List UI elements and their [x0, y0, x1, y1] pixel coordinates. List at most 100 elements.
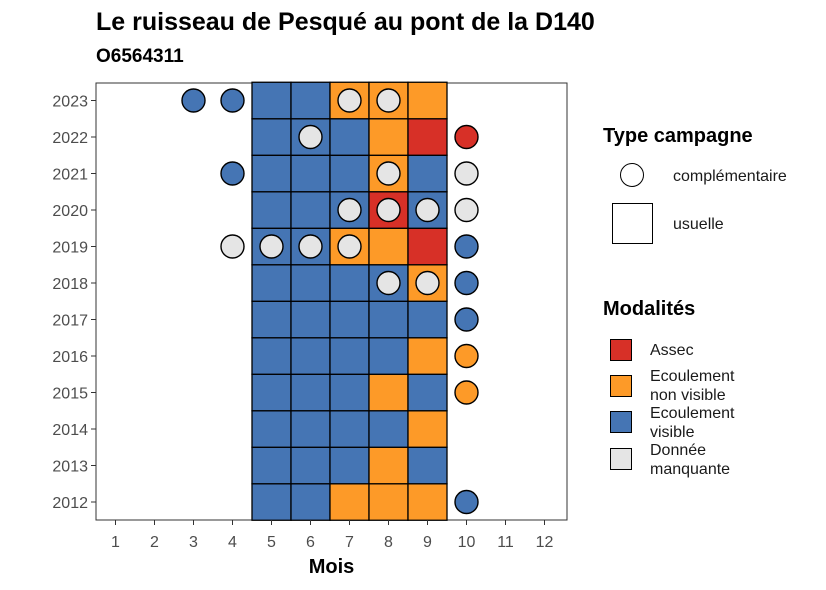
tile-2017-7: [329, 300, 370, 339]
y-tick-label-2023: 2023: [52, 94, 88, 111]
tile-2017-9: [407, 300, 448, 339]
tile-2015-6: [290, 373, 331, 412]
tile-2020-6: [290, 191, 331, 229]
x-tick-label-12: 12: [536, 534, 554, 551]
tile-2012-5: [251, 483, 292, 521]
tile-2022-9: [407, 118, 448, 156]
point-2019-10: [454, 234, 479, 259]
y-tick-label-2019: 2019: [52, 240, 88, 257]
tile-2019-9: [407, 227, 448, 266]
y-tick-label-2014: 2014: [52, 422, 88, 439]
legend-label-assec: Assec: [650, 342, 694, 359]
tile-2018-5: [251, 264, 292, 302]
tile-2021-7: [329, 154, 370, 193]
legend-swatch-ecoulement-non-visible: [610, 375, 632, 397]
point-2016-10: [454, 343, 479, 369]
y-tick-label-2015: 2015: [52, 386, 88, 403]
x-tick-label-9: 9: [423, 534, 432, 551]
tile-2015-9: [407, 373, 448, 412]
y-tick-label-2021: 2021: [52, 167, 88, 184]
x-tick-label-5: 5: [267, 534, 276, 551]
point-2019-4: [220, 234, 245, 259]
tile-2013-9: [407, 446, 448, 485]
tile-2013-5: [251, 446, 292, 485]
tile-2012-6: [290, 483, 331, 521]
chart-title: Le ruisseau de Pesqué au pont de la D140: [96, 8, 595, 36]
x-tick-label-4: 4: [228, 534, 237, 551]
x-axis-title: Mois: [309, 556, 355, 578]
point-2023-8: [376, 88, 401, 113]
x-tick-label-6: 6: [306, 534, 315, 551]
point-2023-4: [220, 88, 245, 113]
point-2023-7: [337, 88, 362, 113]
tile-2017-6: [290, 300, 331, 339]
legend-modalites-title: Modalités: [603, 298, 696, 320]
tile-2016-9: [407, 337, 448, 375]
tile-2018-7: [329, 264, 370, 302]
legend-square-symbol: [612, 203, 653, 244]
point-2022-10: [454, 124, 479, 150]
tile-2014-8: [368, 410, 409, 448]
legend-label-ecoulement-non-visible: Ecoulement non visible: [650, 368, 735, 404]
point-2019-6: [298, 234, 323, 259]
legend-label-ecoulement-visible: Ecoulement visible: [650, 405, 735, 441]
tile-2023-5: [251, 81, 292, 120]
tile-2015-5: [251, 373, 292, 412]
point-2020-9: [415, 197, 440, 223]
point-2021-8: [376, 161, 401, 186]
tile-2018-6: [290, 264, 331, 302]
point-2020-7: [337, 197, 362, 223]
legend-circle-symbol: [620, 163, 644, 187]
legend-type-label-complementaire: complémentaire: [673, 168, 787, 185]
tile-2016-8: [368, 337, 409, 375]
legend-swatch-ecoulement-visible: [610, 411, 632, 433]
point-2017-10: [454, 307, 479, 332]
x-tick-label-11: 11: [497, 534, 514, 551]
tile-2014-9: [407, 410, 448, 448]
x-tick-label-8: 8: [384, 534, 393, 551]
point-2019-5: [259, 234, 284, 259]
y-tick-label-2018: 2018: [52, 276, 88, 293]
point-2018-9: [415, 270, 440, 296]
point-2012-10: [454, 489, 479, 515]
tile-2021-9: [407, 154, 448, 193]
tile-2017-8: [368, 300, 409, 339]
tile-2015-7: [329, 373, 370, 412]
tile-2017-5: [251, 300, 292, 339]
point-2022-6: [298, 124, 323, 150]
legend-swatch-assec: [610, 339, 632, 361]
x-tick-label-3: 3: [189, 534, 198, 551]
tile-2012-7: [329, 483, 370, 521]
point-2020-10: [454, 197, 479, 223]
x-tick-label-2: 2: [150, 534, 159, 551]
point-2019-7: [337, 234, 362, 259]
tile-2022-5: [251, 118, 292, 156]
point-2020-8: [376, 197, 401, 223]
tile-2021-5: [251, 154, 292, 193]
legend-type-title: Type campagne: [603, 125, 753, 147]
tile-2021-6: [290, 154, 331, 193]
y-tick-label-2013: 2013: [52, 459, 88, 476]
chart-subtitle: O6564311: [96, 46, 184, 67]
legend-label-donnee-manquante: Donnée manquante: [650, 442, 731, 478]
point-2015-10: [454, 380, 479, 405]
tile-2016-5: [251, 337, 292, 375]
y-tick-label-2022: 2022: [52, 130, 88, 147]
tile-2012-8: [368, 483, 409, 521]
y-tick-label-2020: 2020: [52, 203, 88, 220]
tile-2013-6: [290, 446, 331, 485]
point-2023-3: [181, 88, 206, 113]
point-2021-4: [220, 161, 245, 186]
tile-2014-7: [329, 410, 370, 448]
point-2018-10: [454, 270, 479, 296]
tile-2023-9: [407, 81, 448, 120]
tile-2019-8: [368, 227, 409, 266]
tile-2013-7: [329, 446, 370, 485]
tile-2016-7: [329, 337, 370, 375]
tile-2022-8: [368, 118, 409, 156]
y-tick-label-2012: 2012: [52, 495, 88, 512]
y-tick-label-2017: 2017: [52, 313, 88, 330]
tile-2014-6: [290, 410, 331, 448]
tile-2014-5: [251, 410, 292, 448]
